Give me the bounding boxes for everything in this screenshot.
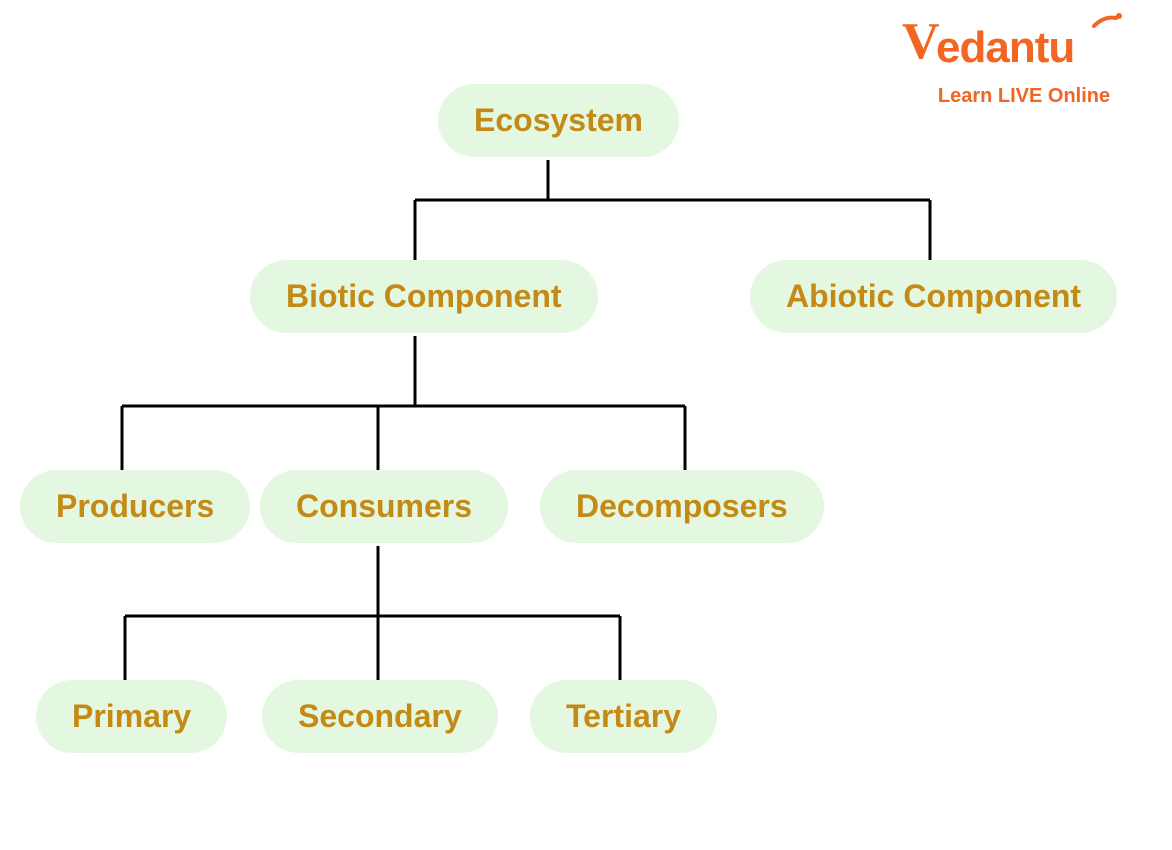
node-secondary: Secondary [262,680,498,753]
node-ecosystem: Ecosystem [438,84,679,157]
logo-svg: V edantu [894,8,1154,78]
node-consumers: Consumers [260,470,508,543]
node-biotic: Biotic Component [250,260,598,333]
node-decomposers: Decomposers [540,470,824,543]
svg-text:V: V [902,13,940,70]
node-abiotic: Abiotic Component [750,260,1117,333]
node-tertiary: Tertiary [530,680,717,753]
brand-logo: V edantu Learn LIVE Online [894,8,1154,108]
logo-tagline: Learn LIVE Online [894,85,1154,108]
svg-text:edantu: edantu [936,23,1074,72]
node-producers: Producers [20,470,250,543]
node-primary: Primary [36,680,227,753]
